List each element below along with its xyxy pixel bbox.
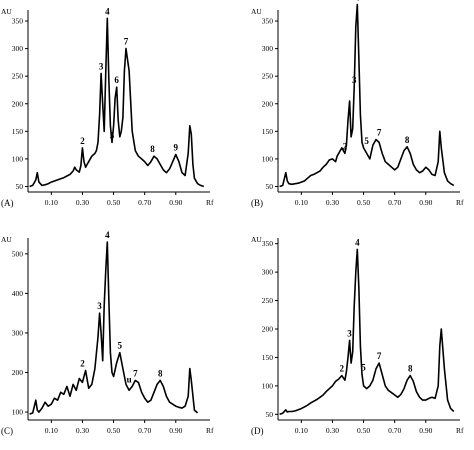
panel-a-peak-label: 5 [110,130,115,140]
panel-b-x-tick-label: 0.50 [357,198,370,207]
panel-c-peak-label: u [127,374,132,384]
panel-b-y-tick-label: 50 [266,182,274,191]
panel-a-y-tick-label: 150 [12,127,24,136]
panel-a-y-axis-label: AU [1,7,12,16]
panel-a-y-tick-label: 250 [12,72,24,81]
panel-a-series-line [29,17,205,188]
panel-c-peak-label: 4 [105,230,110,240]
panel-d-peak-label: 5 [361,363,366,373]
panel-d-label: (D) [251,426,264,436]
panel-a-x-tick-label: 0.30 [76,198,89,207]
panel-b-y-tick-label: 350 [262,17,274,26]
panel-d-x-tick-label: 0.10 [295,426,308,435]
panel-c-peak-label: 2 [80,359,85,369]
panel-a-peak-label: 6 [114,75,119,85]
panel-a-label: (A) [1,198,14,208]
panel-d-x-tick-label: 0.50 [357,426,370,435]
panel-d: 50 100 150 200 250 300 350 0.10 0.30 0.50 0.70 0.90… [251,235,464,436]
panel-a-y-tick-label: 300 [12,44,24,53]
panel-c-peak-label: 7 [133,368,138,378]
panel-d-y-tick-label: 200 [262,325,274,334]
panel-a-y-tick-label: 100 [12,154,24,163]
panel-b: 50 100 150 200 250 300 350 0.10 0.30 0.50 0.70 0.90… [251,0,464,208]
panel-d-y-tick-label: 250 [262,296,274,305]
panel-c-peak-label: 5 [118,341,123,351]
panel-c-series-line [29,241,199,415]
panel-a-peak-label: 9 [174,142,179,152]
panel-b-y-tick-label: 300 [262,44,274,53]
panel-c-x-tick-label: 0.90 [169,426,182,435]
panel-a-peak-label: 4 [105,6,110,16]
panel-c-x-axis-label: Rf [206,426,214,435]
panel-a-peak-label: 2 [80,136,85,146]
panel-a-y-tick-label: 200 [12,99,24,108]
panel-d-y-tick-label: 50 [266,410,274,419]
panel-b-peak-label: 4 [355,0,360,2]
panel-c-peak-label: 8 [158,368,163,378]
panel-b-x-tick-label: 0.70 [388,198,401,207]
panel-d-series-line [279,248,455,416]
panel-d-peak-label: 7 [377,351,382,361]
panel-d-x-tick-label: 0.30 [326,426,339,435]
panel-c-label: (C) [1,426,13,436]
panel-d-peak-label: 2 [340,364,345,374]
panel-a: 50 100 150 200 250 300 350 0.10 0.30 0.50 0.70 0.90… [1,6,214,208]
panel-a-y-tick-label: 50 [16,182,24,191]
panel-a-y-tick-label: 350 [12,17,24,26]
panel-c-x-tick-label: 0.50 [107,426,120,435]
panel-c-y-tick-label: 400 [12,289,24,298]
panel-b-x-tick-label: 0.30 [326,198,339,207]
panel-a-x-tick-label: 0.90 [169,198,182,207]
panel-a-peak-label: 3 [99,61,104,71]
panel-a-x-tick-label: 0.70 [138,198,151,207]
panel-b-peak-label: 7 [377,128,382,138]
panel-d-y-tick-label: 300 [262,268,274,277]
panel-c: 100 200 300 400 500 0.10 0.30 0.50 0.70 0.90 AU Rf (… [1,230,214,436]
panel-b-y-tick-label: 100 [262,154,274,163]
panel-d-y-tick-label: 150 [262,353,274,362]
panel-c-y-axis-label: AU [1,235,12,244]
panel-d-x-tick-label: 0.90 [419,426,432,435]
panel-b-y-tick-label: 150 [262,127,274,136]
panel-b-peak-label: 8 [405,135,410,145]
panel-a-peak-label: 7 [124,37,129,47]
panel-a-peak-label: 8 [150,144,155,154]
panel-d-x-axis-label: Rf [456,426,464,435]
panel-d-x-tick-label: 0.70 [388,426,401,435]
panel-c-peak-label: 3 [97,301,102,311]
panel-b-peak-label: 5 [364,136,369,146]
panel-b-x-tick-label: 0.10 [295,198,308,207]
panel-c-y-tick-label: 200 [12,368,24,377]
panel-b-y-axis-label: AU [251,7,262,16]
panel-a-x-axis-label: Rf [206,198,214,207]
panel-c-y-tick-label: 300 [12,328,24,337]
panel-b-x-axis-label: Rf [456,198,464,207]
panel-b-series-line [279,3,455,188]
panel-d-peak-label: 4 [355,237,360,247]
panel-d-y-tick-label: 100 [262,381,274,390]
panel-b-label: (B) [251,198,263,208]
panel-c-y-tick-label: 100 [12,408,24,417]
panel-b-peak-label: 2 [343,141,348,151]
panel-b-y-tick-label: 200 [262,99,274,108]
panel-c-x-tick-label: 0.70 [138,426,151,435]
panel-d-peak-label: 3 [347,328,352,338]
panel-d-y-tick-label: 350 [262,239,274,248]
panel-c-x-tick-label: 0.10 [45,426,58,435]
panel-b-peak-label: 3 [352,75,357,85]
panel-d-peak-label: 8 [408,364,413,374]
panel-a-x-tick-label: 0.10 [45,198,58,207]
panel-d-y-axis-label: AU [251,235,262,244]
panel-a-x-tick-label: 0.50 [107,198,120,207]
panel-c-x-tick-label: 0.30 [76,426,89,435]
panel-c-y-tick-label: 500 [12,249,24,258]
panel-b-x-tick-label: 0.90 [419,198,432,207]
panel-b-y-tick-label: 250 [262,72,274,81]
